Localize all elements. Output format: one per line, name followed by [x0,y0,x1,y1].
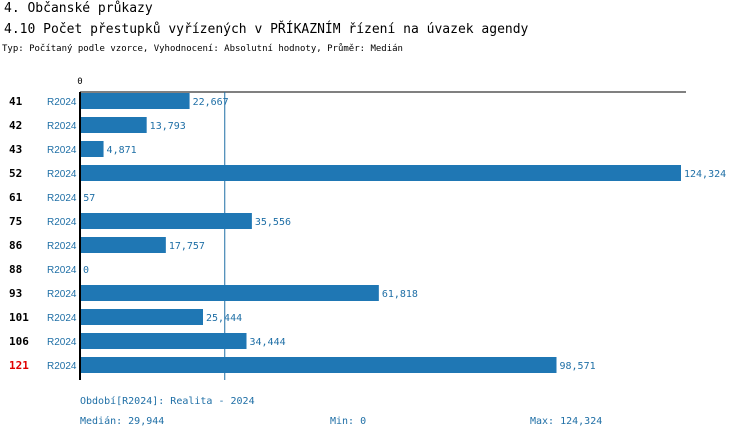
bar [80,141,104,157]
period-label: R2024 [47,193,77,204]
data-label: 22,667 [193,97,229,108]
period-label: R2024 [47,145,77,156]
period-label: R2024 [47,169,77,180]
period-label: R2024 [47,121,77,132]
bar [80,357,557,373]
period-label: R2024 [47,97,77,108]
category-label: 106 [9,335,29,348]
data-label: 25,444 [206,313,242,324]
category-label: 75 [9,215,22,228]
data-label: 124,324 [684,169,726,180]
data-label: 0 [83,265,89,276]
category-label: 88 [9,263,22,276]
period-label: R2024 [47,337,77,348]
bar [80,117,147,133]
section-heading: 4. Občanské průkazy [4,1,153,16]
bar [80,165,681,181]
footer-median: Medián: 29,944 [80,416,165,427]
period-label: R2024 [47,361,77,372]
category-label: 86 [9,239,23,252]
bar [80,309,203,325]
data-label: 4,871 [107,145,137,156]
data-label: 13,793 [150,121,186,132]
footer-max: Max: 124,324 [530,416,603,427]
footer-period: Období[R2024]: Realita - 2024 [80,396,255,407]
category-label: 52 [9,167,22,180]
chart-subtitle: Typ: Počítaný podle vzorce, Vyhodnocení:… [2,44,403,54]
category-label: 41 [9,95,23,108]
category-label: 101 [9,311,29,324]
period-label: R2024 [47,241,77,252]
category-label: 93 [9,287,22,300]
data-label: 35,556 [255,217,291,228]
data-label: 98,571 [560,361,596,372]
footer-min: Min: 0 [330,416,367,427]
period-label: R2024 [47,217,77,228]
bar [80,333,247,349]
period-label: R2024 [47,265,77,276]
bar [80,285,379,301]
category-label: 43 [9,143,22,156]
bar [80,213,252,229]
bar [80,93,190,109]
data-label: 57 [83,193,95,204]
period-label: R2024 [47,313,77,324]
category-label: 121 [9,359,29,372]
data-label: 17,757 [169,241,205,252]
category-label: 42 [9,119,22,132]
chart-title: 4.10 Počet přestupků vyřízených v PŘÍKAZ… [4,22,529,37]
data-label: 61,818 [382,289,418,300]
category-label: 61 [9,191,23,204]
bar [80,237,166,253]
period-label: R2024 [47,289,77,300]
x-axis-tick-label: 0 [77,77,82,87]
data-label: 34,444 [250,337,286,348]
